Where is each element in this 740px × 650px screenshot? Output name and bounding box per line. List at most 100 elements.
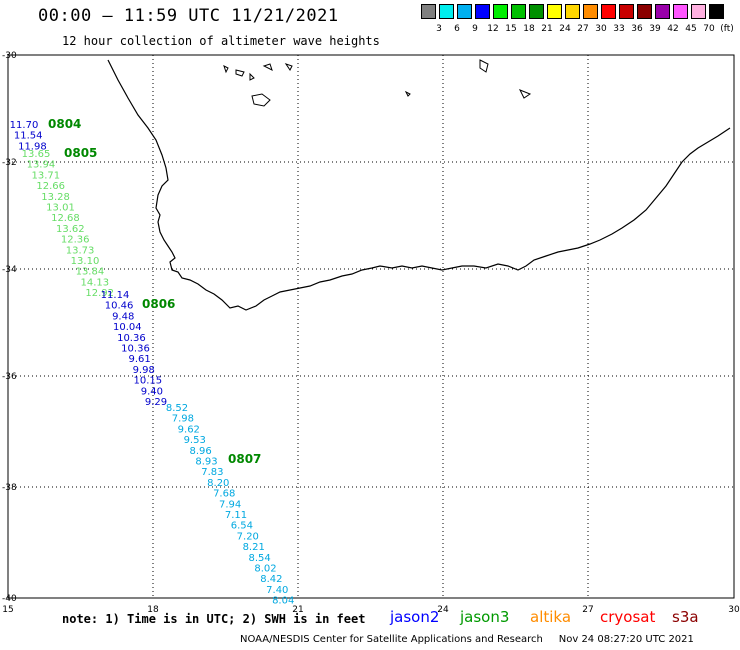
legend-swatch [493, 4, 508, 19]
legend-swatch [565, 4, 580, 19]
wave-height-value: 10.36 [117, 333, 146, 344]
legend-swatch [709, 4, 724, 19]
legend-swatch [691, 4, 706, 19]
wave-height-value: 9.40 [141, 386, 163, 397]
legend-swatch [457, 4, 472, 19]
legend-label: 45 [685, 24, 697, 34]
island [223, 65, 229, 74]
island [404, 90, 411, 97]
wave-height-value: 12.92 [85, 288, 114, 299]
legend-label: 3 [436, 24, 442, 34]
legend-label: (ft) [720, 24, 734, 34]
wave-height-value: 6.54 [231, 521, 253, 532]
wave-height-value: 13.65 [22, 149, 51, 160]
legend-swatch [655, 4, 670, 19]
wave-height-value: 10.46 [105, 301, 134, 312]
legend-swatch [601, 4, 616, 19]
legend-label: 15 [505, 24, 517, 34]
wave-height-value: 9.98 [133, 365, 155, 376]
map-subtitle: 12 hour collection of altimeter wave hei… [62, 34, 380, 48]
wave-height-value: 11.70 [10, 120, 39, 131]
coastline [107, 59, 731, 311]
wave-height-value: 8.02 [254, 564, 276, 575]
legend-swatch [511, 4, 526, 19]
legend-swatch [583, 4, 598, 19]
island [479, 59, 489, 73]
credit-line: NOAA/NESDIS Center for Satellite Applica… [240, 634, 694, 645]
wave-height-value: 11.98 [18, 141, 47, 152]
island [284, 63, 293, 71]
legend-label: 27 [577, 24, 589, 34]
y-tick-label: -30 [2, 51, 17, 61]
satellite-name-altika: altika [530, 608, 572, 626]
legend-label: 36 [631, 24, 643, 34]
legend-label: 6 [454, 24, 460, 34]
wave-height-value: 8.52 [166, 403, 188, 414]
wave-height-value: 7.11 [225, 510, 247, 521]
x-tick-label: 15 [2, 605, 13, 615]
wave-height-value: 13.01 [46, 203, 75, 214]
wave-height-value: 7.68 [213, 489, 235, 500]
wave-height-value: 8.20 [207, 478, 229, 489]
wave-height-value: 7.83 [201, 467, 223, 478]
legend-label: 30 [595, 24, 607, 34]
map-frame [7, 54, 735, 599]
pass-time-label: 0807 [228, 452, 261, 466]
wave-height-value: 13.94 [27, 160, 56, 171]
graticule [8, 55, 734, 598]
island [251, 93, 271, 107]
x-tick-label: 30 [728, 605, 740, 615]
wave-height-value: 13.73 [66, 245, 95, 256]
legend-label: 21 [541, 24, 553, 34]
island [518, 89, 532, 99]
wave-height-value: 7.94 [219, 499, 241, 510]
wave-height-value: 12.66 [36, 181, 65, 192]
satellite-track: 11.7011.5411.9813.6513.9413.7112.6613.28… [10, 117, 295, 607]
wave-height-value: 7.40 [266, 585, 288, 596]
pass-time-label: 0805 [64, 146, 97, 160]
island [249, 72, 255, 81]
wave-height-value: 13.84 [76, 267, 105, 278]
axis-tick-labels: 15 18 21 24 27 30 -30 -32 -34 -36 -38 -40 [2, 51, 740, 615]
x-tick-label: 27 [582, 605, 593, 615]
satellite-name-s3a: s3a [672, 608, 699, 626]
island [262, 63, 273, 71]
wave-height-value: 10.36 [121, 344, 150, 355]
legend-swatch [529, 4, 544, 19]
wave-height-value: 9.48 [112, 311, 134, 322]
pass-time-label: 0806 [142, 297, 175, 311]
y-tick-label: -32 [2, 158, 17, 168]
wave-height-value: 7.20 [237, 531, 259, 542]
legend-label: 42 [667, 24, 679, 34]
wave-height-value: 10.04 [113, 322, 142, 333]
x-tick-label: 21 [292, 605, 303, 615]
legend-swatch [475, 4, 490, 19]
wave-height-value: 13.71 [31, 170, 60, 181]
legend-label: 18 [523, 24, 535, 34]
wave-height-value: 8.21 [243, 542, 265, 553]
wave-height-value: 12.36 [61, 235, 90, 246]
legend-label: 12 [487, 24, 499, 34]
wave-height-value: 9.29 [145, 397, 167, 408]
wave-height-value: 13.62 [56, 224, 85, 235]
wave-height-value: 13.28 [41, 192, 70, 203]
x-tick-label: 24 [437, 605, 449, 615]
island [235, 69, 245, 77]
wave-height-value: 9.53 [184, 435, 206, 446]
legend-swatch [637, 4, 652, 19]
y-tick-label: -34 [2, 265, 17, 275]
legend-swatch [619, 4, 634, 19]
wave-height-value: 10.15 [133, 376, 162, 387]
legend-swatch [421, 4, 436, 19]
wave-height-value: 13.10 [71, 256, 100, 267]
legend-swatch [673, 4, 688, 19]
units-note: note: 1) Time is in UTC; 2) SWH is in fe… [62, 612, 366, 626]
wave-height-value: 8.54 [248, 553, 270, 564]
x-tick-label: 18 [147, 605, 159, 615]
legend-label: 33 [613, 24, 625, 34]
wave-height-value: 8.96 [189, 446, 211, 457]
legend-label: 24 [559, 24, 571, 34]
legend-swatch [547, 4, 562, 19]
pass-time-label: 0804 [48, 117, 81, 131]
